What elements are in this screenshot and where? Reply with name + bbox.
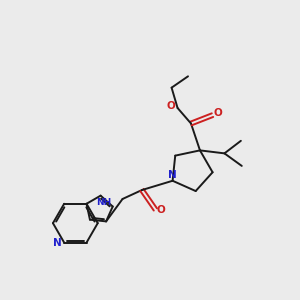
Text: NH: NH [96, 198, 111, 207]
Text: O: O [214, 108, 222, 118]
Text: O: O [167, 101, 176, 111]
Text: O: O [156, 205, 165, 215]
Text: N: N [53, 238, 62, 248]
Text: N: N [168, 170, 177, 180]
